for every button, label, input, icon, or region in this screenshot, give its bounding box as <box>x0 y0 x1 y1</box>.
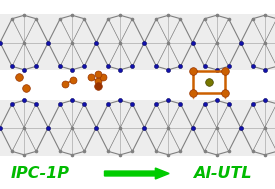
Text: Al-UTL: Al-UTL <box>193 166 252 181</box>
Bar <box>0 14 275 71</box>
FancyArrow shape <box>104 168 169 179</box>
Bar <box>0 70 275 100</box>
Text: IPC-1P: IPC-1P <box>10 166 69 181</box>
Bar <box>0 99 275 156</box>
